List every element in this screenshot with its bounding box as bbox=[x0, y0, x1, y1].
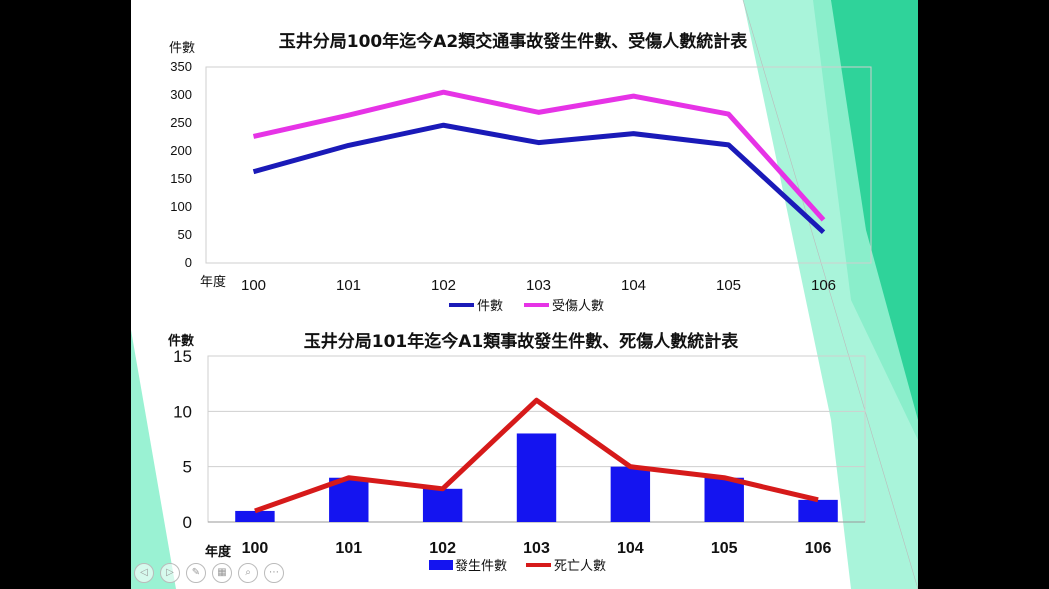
x-tick-label: 100 bbox=[241, 277, 266, 294]
chart-a2-ylabel: 件數 bbox=[169, 41, 195, 56]
x-tick-label: 102 bbox=[429, 540, 456, 557]
x-tick-label: 103 bbox=[526, 277, 551, 294]
y-tick-label: 10 bbox=[173, 402, 192, 421]
bar-incidents bbox=[422, 488, 463, 522]
bar-incidents bbox=[704, 477, 744, 522]
y-tick-label: 300 bbox=[170, 87, 192, 102]
chart-a1-xlabel: 年度 bbox=[205, 544, 232, 560]
legend-swatch-incidents bbox=[429, 560, 453, 570]
chart-a1-combo: 玉井分局101年迄今A1類事故發生件數、死傷人數統計表 件數 年度 0 5 10 15… bbox=[168, 331, 866, 574]
y-tick-label: 50 bbox=[178, 227, 192, 242]
zoom-icon[interactable]: ⌕ bbox=[238, 563, 258, 583]
series-line-injured bbox=[252, 89, 826, 222]
next-slide-icon[interactable]: ▷ bbox=[160, 563, 180, 583]
x-tick-label: 103 bbox=[523, 540, 550, 557]
legend-label-incidents: 發生件數 bbox=[455, 559, 507, 574]
bar-incidents bbox=[329, 477, 369, 522]
x-tick-label: 106 bbox=[805, 540, 832, 557]
legend-label-injured: 受傷人數 bbox=[552, 299, 604, 314]
bar-incidents bbox=[516, 433, 557, 522]
chart-a1-yticks: 0 5 10 15 bbox=[173, 347, 192, 532]
chart-a2-line: 玉井分局100年迄今A2類交通事故發生件數、受傷人數統計表 件數 年度 0 50 1… bbox=[169, 31, 872, 314]
accent-shape-center bbox=[831, 0, 918, 420]
y-tick-label: 100 bbox=[170, 199, 192, 214]
pen-icon[interactable]: ✎ bbox=[186, 563, 206, 583]
slide-decoration bbox=[131, 0, 918, 589]
y-tick-label: 150 bbox=[170, 171, 192, 186]
prev-slide-icon[interactable]: ◁ bbox=[134, 563, 154, 583]
x-tick-label: 100 bbox=[242, 540, 269, 557]
chart-a1-ylabel: 件數 bbox=[168, 333, 194, 349]
legend-label-cases: 件數 bbox=[477, 299, 503, 314]
chart-a1-legend: 發生件數 死亡人數 bbox=[429, 559, 606, 574]
chart-a2-yticks: 0 50 100 150 200 250 300 350 bbox=[170, 59, 192, 270]
y-tick-label: 5 bbox=[183, 458, 192, 477]
x-tick-label: 104 bbox=[617, 540, 644, 557]
x-tick-label: 101 bbox=[336, 277, 361, 294]
x-tick-label: 105 bbox=[716, 277, 741, 294]
x-tick-label: 104 bbox=[621, 277, 646, 294]
x-tick-label: 101 bbox=[335, 540, 362, 557]
y-tick-label: 350 bbox=[170, 59, 192, 74]
series-line-deaths bbox=[254, 397, 819, 514]
bar-incidents bbox=[798, 499, 838, 522]
x-tick-label: 105 bbox=[711, 540, 738, 557]
chart-a2-xlabel: 年度 bbox=[200, 274, 226, 290]
chart-a1-xticks: 100 101 102 103 104 105 106 bbox=[242, 540, 832, 557]
chart-a2-legend: 件數 受傷人數 bbox=[449, 299, 604, 314]
accent-shape-left bbox=[131, 330, 176, 589]
chart-a1-line bbox=[254, 397, 819, 514]
more-options-icon[interactable]: ⋯ bbox=[264, 563, 284, 583]
y-tick-label: 200 bbox=[170, 143, 192, 158]
chart-a2-xticks: 100 101 102 103 104 105 106 bbox=[241, 277, 836, 294]
x-tick-label: 102 bbox=[431, 277, 456, 294]
y-tick-label: 15 bbox=[173, 347, 192, 366]
y-tick-label: 0 bbox=[183, 513, 192, 532]
chart-a1-bars bbox=[235, 433, 838, 522]
y-tick-label: 250 bbox=[170, 115, 192, 130]
grid-view-icon[interactable]: ▦ bbox=[212, 563, 232, 583]
accent-line bbox=[742, 0, 918, 589]
y-tick-label: 0 bbox=[185, 255, 192, 270]
chart-a2-title: 玉井分局100年迄今A2類交通事故發生件數、受傷人數統計表 bbox=[279, 31, 748, 52]
series-line-cases bbox=[252, 122, 826, 235]
bar-incidents bbox=[610, 466, 651, 522]
chart-a2-plot-frame bbox=[205, 66, 872, 264]
legend-label-deaths: 死亡人數 bbox=[554, 559, 606, 574]
bar-incidents bbox=[235, 510, 275, 522]
chart-a1-title: 玉井分局101年迄今A1類事故發生件數、死傷人數統計表 bbox=[304, 331, 739, 352]
chart-a2-series bbox=[252, 89, 826, 235]
x-tick-label: 106 bbox=[811, 277, 836, 294]
slideshow-toolbar: ◁ ▷ ✎ ▦ ⌕ ⋯ bbox=[134, 563, 284, 585]
slide: 玉井分局100年迄今A2類交通事故發生件數、受傷人數統計表 件數 年度 0 50 1… bbox=[131, 0, 918, 589]
